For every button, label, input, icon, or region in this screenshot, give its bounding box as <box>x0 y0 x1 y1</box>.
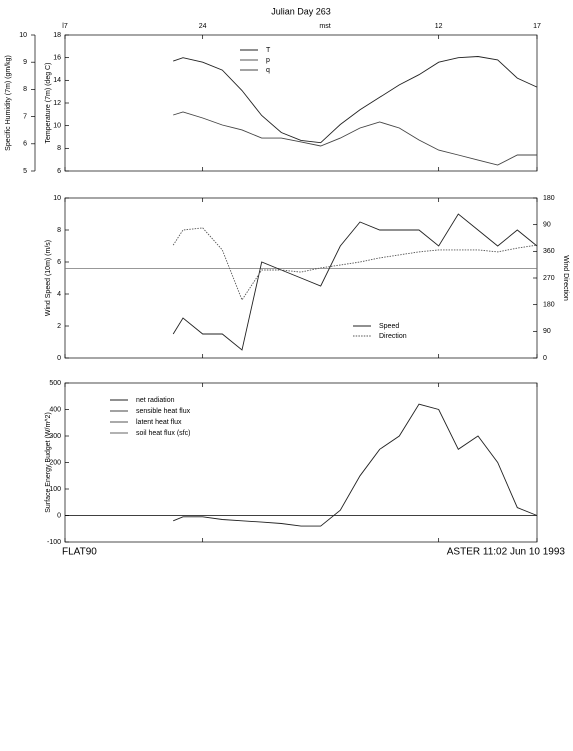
y-tick-label: 500 <box>49 380 61 387</box>
y2-tick-label: 270 <box>543 275 555 282</box>
y2-axis-title: Wind Direction <box>562 255 569 301</box>
legend-label: latent heat flux <box>136 419 182 426</box>
y2-tick-label: 6 <box>23 141 27 148</box>
y-axis-title: Surface Energy Budget (W/m^2) <box>45 412 52 513</box>
y2-tick-label: 90 <box>543 222 551 229</box>
series-line <box>172 213 538 351</box>
legend-label: p <box>266 57 270 64</box>
series-line <box>173 56 538 144</box>
y-tick-label: 100 <box>49 486 61 493</box>
x-tick-label: 17 <box>533 23 541 30</box>
y-tick-label: 6 <box>57 259 61 266</box>
footer-left: FLAT90 <box>62 547 97 558</box>
y-tick-label: 6 <box>57 168 61 175</box>
y-tick-label: 200 <box>49 459 61 466</box>
series-line <box>173 111 537 166</box>
legend-label: soil heat flux (sfc) <box>136 430 190 437</box>
y-axis-title: Temperature (7m) (deg C) <box>45 63 52 144</box>
y-tick-label: 8 <box>57 145 61 152</box>
y-tick-label: 10 <box>53 195 61 202</box>
y2-tick-label: 10 <box>19 32 27 39</box>
y-tick-label: 2 <box>57 323 61 330</box>
y-tick-label: 8 <box>57 227 61 234</box>
legend-label: Speed <box>379 323 399 330</box>
y-axis-title: Wind Speed (10m) (m/s) <box>45 240 52 316</box>
y2-axis-title: Specific Humidity (7m) (gm/kg) <box>5 55 12 151</box>
x-unit: mst <box>319 23 330 30</box>
y-tick-label: 10 <box>53 123 61 130</box>
y-tick-label: 14 <box>53 77 61 84</box>
legend-label: Direction <box>379 333 407 340</box>
y2-tick-label: 360 <box>543 248 555 255</box>
plot-frame <box>64 34 538 172</box>
y2-tick-label: 180 <box>543 195 555 202</box>
y-tick-label: -100 <box>47 539 61 546</box>
chart-title: Julian Day 263 <box>271 6 331 16</box>
y2-tick-label: 9 <box>23 59 27 66</box>
x-tick-label: l7 <box>62 23 68 30</box>
y-tick-label: 18 <box>53 32 61 39</box>
series-line <box>172 227 538 301</box>
y-tick-label: 12 <box>53 100 61 107</box>
x-tick-label: 12 <box>435 23 443 30</box>
series-line <box>173 403 538 527</box>
y-tick-label: 4 <box>57 291 61 298</box>
y-tick-label: 16 <box>53 55 61 62</box>
legend-label: T <box>266 47 271 54</box>
footer-right: ASTER 11:02 Jun 10 1993 <box>447 547 566 558</box>
y-tick-label: 0 <box>57 512 61 519</box>
plot-frame <box>64 382 538 543</box>
y2-tick-label: 90 <box>543 328 551 335</box>
legend-label: q <box>266 67 270 74</box>
y2-tick-label: 8 <box>23 86 27 93</box>
legend-label: sensible heat flux <box>136 408 191 415</box>
y-tick-label: 300 <box>49 433 61 440</box>
y2-tick-label: 5 <box>23 168 27 175</box>
x-tick-label: 24 <box>199 23 207 30</box>
y-tick-label: 0 <box>57 355 61 362</box>
y-tick-label: 400 <box>49 406 61 413</box>
y2-tick-label: 7 <box>23 113 27 120</box>
y2-tick-label: 180 <box>543 302 555 309</box>
legend-label: net radiation <box>136 397 175 404</box>
y2-tick-label: 0 <box>543 355 547 362</box>
